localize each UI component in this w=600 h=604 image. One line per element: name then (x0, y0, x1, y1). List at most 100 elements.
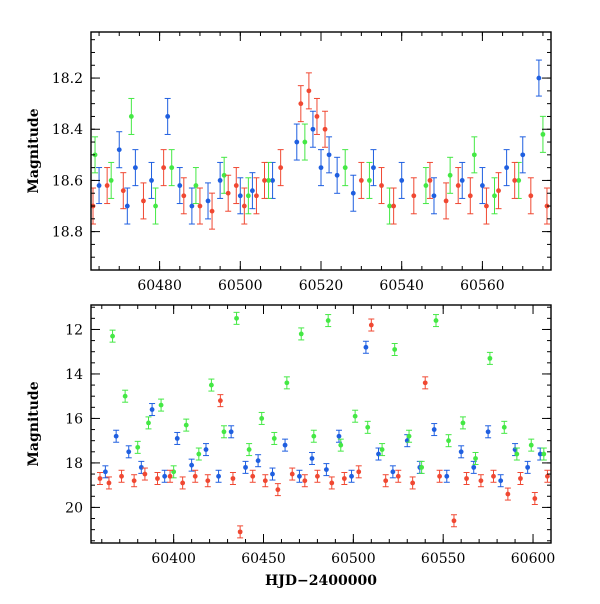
marker (314, 114, 320, 119)
data-point-series1-21 (430, 177, 437, 215)
data-point-series1-25 (519, 136, 526, 174)
data-point-series3-12 (261, 161, 268, 199)
marker (371, 165, 376, 171)
marker (205, 478, 211, 484)
data-point-series3-27 (436, 469, 443, 483)
marker (536, 75, 542, 81)
marker (155, 476, 160, 481)
marker (221, 172, 227, 178)
marker (392, 347, 398, 352)
data-point-series1-8 (203, 443, 209, 457)
marker (532, 496, 538, 501)
marker (306, 88, 312, 94)
data-point-series3-17 (301, 474, 308, 488)
data-point-series3-5 (180, 177, 187, 215)
marker (237, 193, 243, 199)
data-point-series1-9 (217, 161, 224, 199)
marker (142, 471, 148, 477)
marker (480, 183, 485, 188)
x-tick-label: 60500 (218, 278, 263, 294)
marker (216, 473, 221, 479)
marker (233, 183, 239, 188)
data-point-series3-24 (455, 167, 462, 205)
data-point-series2-24 (418, 460, 425, 474)
data-point-series2-31 (513, 447, 520, 461)
data-point-series1-20 (398, 161, 405, 199)
data-point-series1-13 (293, 123, 300, 161)
data-point-series3-12 (237, 525, 244, 539)
data-point-series3-4 (141, 467, 148, 481)
data-point-series2-16 (491, 177, 498, 215)
marker (334, 172, 340, 178)
marker (106, 480, 112, 486)
marker (390, 469, 396, 475)
marker (162, 473, 168, 479)
marker (514, 451, 520, 457)
top-panel-y-axis-label: Magnitude (26, 108, 42, 193)
data-point-series2-7 (245, 177, 252, 215)
marker (544, 203, 550, 209)
data-point-series2-1 (122, 389, 129, 403)
marker (146, 420, 151, 426)
data-point-series2-17 (325, 314, 332, 328)
top-panel-points (91, 59, 550, 230)
marker (266, 178, 271, 183)
data-point-series3-16 (313, 97, 320, 135)
marker (368, 322, 374, 328)
marker (501, 424, 507, 430)
marker (525, 464, 531, 470)
marker (254, 193, 259, 199)
marker (217, 178, 223, 183)
data-point-series2-13 (422, 167, 429, 205)
marker (278, 165, 284, 171)
marker (520, 152, 526, 158)
marker (541, 451, 547, 457)
marker (492, 193, 497, 199)
marker (427, 178, 433, 183)
data-point-series1-17 (323, 463, 330, 477)
data-point-series2-9 (301, 123, 308, 161)
marker (528, 193, 534, 199)
data-point-series3-1 (104, 167, 111, 205)
marker (228, 429, 234, 435)
data-point-series3-13 (277, 149, 284, 187)
marker (208, 382, 214, 388)
marker (451, 518, 457, 524)
marker (116, 147, 122, 153)
marker (255, 458, 261, 464)
data-point-series3-11 (253, 177, 260, 215)
data-point-series1-28 (470, 460, 477, 474)
data-point-series1-14 (282, 438, 289, 452)
data-point-series1-26 (443, 469, 450, 483)
y-tick-label: 18.6 (52, 173, 83, 189)
bottom-panel-ticks: 60400 60450 60500 60550 60600 12 14 16 18 20 (65, 305, 555, 567)
marker (464, 476, 469, 481)
data-point-series3-35 (544, 469, 551, 483)
y-tick-label: 14 (65, 367, 83, 383)
data-point-series2-6 (183, 418, 190, 432)
marker (97, 476, 103, 481)
marker (203, 447, 209, 452)
data-point-series1-6 (176, 167, 183, 205)
data-point-series1-5 (161, 469, 168, 483)
y-tick-label: 18.2 (52, 71, 83, 87)
marker (246, 447, 252, 452)
data-point-series3-25 (467, 177, 474, 215)
x-tick-label: 60540 (379, 278, 424, 294)
marker (478, 478, 484, 484)
marker (110, 333, 115, 339)
data-point-series3-9 (233, 167, 240, 205)
x-tick-label: 60550 (421, 551, 466, 567)
data-point-series3-3 (140, 182, 147, 220)
data-point-series1-10 (237, 177, 244, 215)
marker (326, 152, 332, 158)
marker (444, 473, 450, 479)
data-point-series1-1 (116, 131, 123, 169)
marker (197, 203, 203, 209)
data-point-series3-6 (167, 469, 174, 483)
data-point-series1-18 (350, 174, 357, 212)
marker (180, 480, 186, 486)
marker (141, 198, 146, 204)
y-tick-label: 18.8 (52, 225, 83, 241)
data-point-series1-17 (334, 156, 341, 194)
